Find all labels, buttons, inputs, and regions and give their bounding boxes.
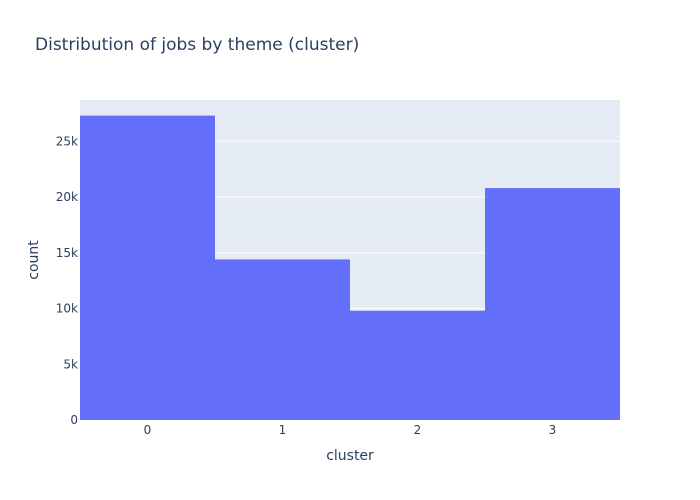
y-tick-label: 20k [56,190,78,204]
bar-cluster-0[interactable] [80,115,215,421]
bar-cluster-2[interactable] [350,310,485,420]
bar-cluster-3[interactable] [485,188,620,420]
y-tick-label: 0 [70,413,78,427]
x-tick-label: 0 [144,423,152,437]
x-tick-label: 2 [414,423,422,437]
chart-title: Distribution of jobs by theme (cluster) [35,35,359,55]
y-tick-label: 25k [56,134,78,148]
y-tick-label: 15k [56,246,78,260]
y-axis-title: count [26,240,42,280]
y-tick-label: 5k [63,357,78,371]
x-axis-title: cluster [326,448,374,464]
x-tick-label: 1 [279,423,287,437]
bar-cluster-1[interactable] [215,259,350,420]
bars [80,115,620,421]
y-axis-ticks: 0 5k 10k 15k 20k 25k [56,134,78,427]
x-axis-ticks: 0 1 2 3 [144,423,557,437]
x-tick-label: 3 [549,423,557,437]
y-tick-label: 10k [56,302,78,316]
